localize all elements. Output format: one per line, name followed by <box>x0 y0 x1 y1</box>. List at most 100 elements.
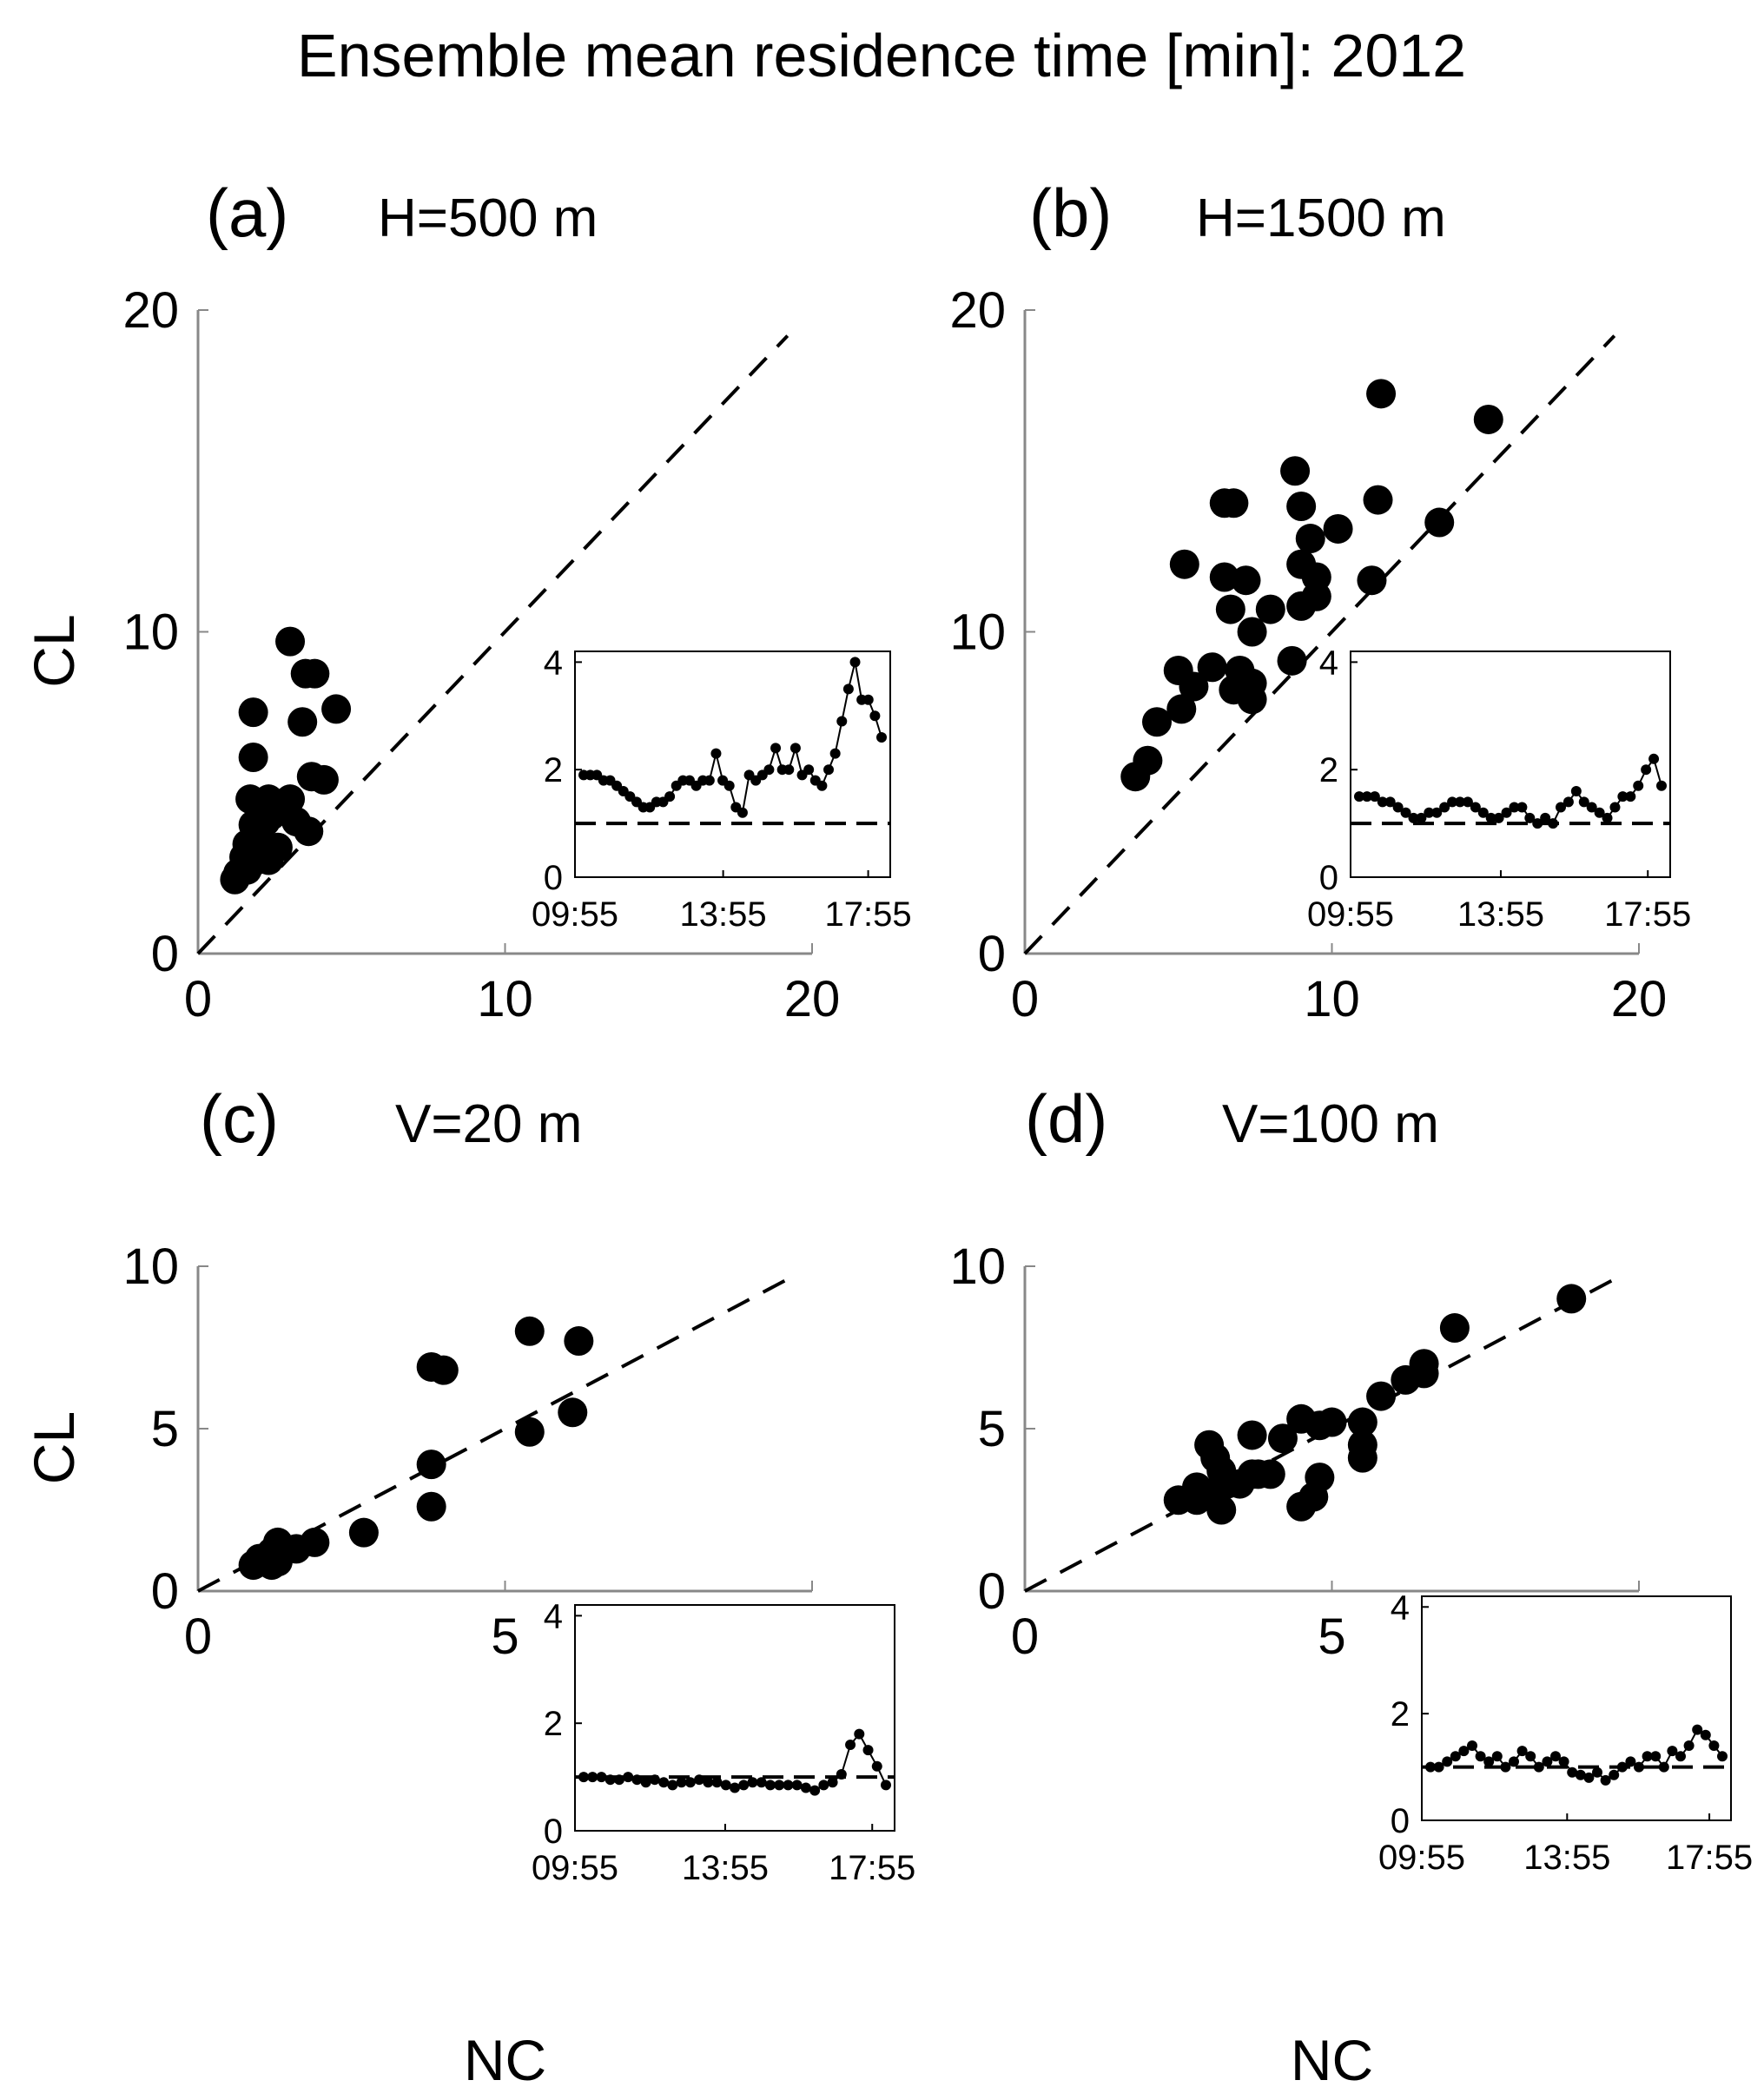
inset-data-point <box>803 764 815 776</box>
inset-x-tick-label: 17:55 <box>829 1849 915 1887</box>
data-point <box>1286 492 1317 522</box>
inset-data-point <box>1562 796 1574 808</box>
data-point <box>294 816 324 847</box>
inset-data-point <box>1575 1769 1586 1780</box>
inset-y-tick-label: 4 <box>544 1597 563 1635</box>
panel-label: (d) <box>1025 1080 1107 1157</box>
inset-data-point <box>738 1780 750 1791</box>
inset-chart: 0 2 4 09:55 13:55 17:55 <box>532 1597 915 1887</box>
inset-data-point <box>1570 785 1582 796</box>
inset-x-tick-label: 13:55 <box>1457 895 1544 934</box>
inset-chart: 0 2 4 09:55 13:55 17:55 <box>532 644 912 934</box>
inset-x-tick-label: 13:55 <box>682 1849 769 1887</box>
data-point <box>321 694 352 724</box>
panel-title: V=20 m <box>395 1094 582 1154</box>
inset-data-point <box>1648 753 1660 764</box>
inset-data-point <box>1592 1767 1602 1778</box>
inset-data-point <box>1524 812 1536 823</box>
inset-data-point <box>1542 1756 1553 1767</box>
inset-y-tick-label: 2 <box>544 1705 563 1743</box>
data-point <box>1347 1407 1378 1437</box>
inset-data-point <box>1462 796 1473 808</box>
inset-chart: 0 2 4 09:55 13:55 17:55 <box>1307 644 1691 934</box>
data-point <box>1225 1469 1255 1499</box>
inset-data-point <box>1400 807 1411 818</box>
inset-data-point <box>756 1777 767 1788</box>
panel-label: (c) <box>200 1080 279 1157</box>
inset-data-point <box>1384 796 1396 808</box>
inset-data-point <box>1586 802 1597 813</box>
data-point <box>1179 671 1209 702</box>
panel-label: (b) <box>1029 175 1112 251</box>
data-point <box>1169 549 1199 579</box>
inset-data-point <box>845 1739 856 1750</box>
inset-data-point <box>764 1780 776 1791</box>
data-point <box>1215 594 1245 624</box>
inset-x-tick-label: 17:55 <box>825 895 912 934</box>
inset-data-point <box>1354 791 1364 802</box>
data-point <box>1267 1423 1298 1454</box>
x-tick-label: 10 <box>1304 971 1360 1027</box>
inset-data-point <box>881 1780 891 1791</box>
inset-chart: 0 2 4 09:55 13:55 17:55 <box>1378 1588 1753 1877</box>
inset-data-point <box>1602 812 1613 823</box>
inset-data-point <box>1408 812 1419 823</box>
data-point <box>1120 762 1151 792</box>
inset-data-point <box>1650 1751 1662 1762</box>
data-point <box>1255 594 1285 624</box>
inset-data-point <box>1470 802 1481 813</box>
inset-data-point <box>631 1774 643 1786</box>
inset-data-point <box>763 764 775 776</box>
inset-data-point <box>876 732 887 743</box>
inset-data-point <box>1609 1769 1620 1780</box>
data-point <box>1363 485 1393 515</box>
inset-data-point <box>1708 1740 1720 1751</box>
panel-title: V=100 m <box>1222 1094 1439 1154</box>
inset-data-point <box>1447 796 1458 808</box>
inset-data-point <box>710 748 722 759</box>
inset-data-point <box>664 791 676 802</box>
y-tick-label: 5 <box>978 1401 1006 1457</box>
inset-data-point <box>720 1780 731 1791</box>
identity-line <box>197 1278 789 1593</box>
inset-data-point <box>747 1777 758 1788</box>
inset-data-point <box>704 775 715 786</box>
inset-data-point <box>676 1777 687 1788</box>
inset-data-point <box>1550 1751 1561 1762</box>
y-tick-label: 20 <box>949 282 1006 339</box>
y-tick-label: 10 <box>949 604 1006 661</box>
inset-data-point <box>1425 1761 1436 1773</box>
inset-data-point <box>1540 812 1551 823</box>
inset-data-point <box>1609 802 1621 813</box>
inset-data-point <box>871 1760 882 1772</box>
panel-title: H=500 m <box>378 188 598 248</box>
inset-data-point <box>1532 818 1543 829</box>
inset-data-point <box>723 780 735 791</box>
inset-data-point <box>774 1780 785 1791</box>
inset-x-tick-label: 13:55 <box>1523 1839 1610 1877</box>
inset-data-point <box>587 1772 598 1783</box>
x-axis-label: NC <box>464 2028 546 2092</box>
data-point <box>1439 1313 1470 1344</box>
x-tick-label: 0 <box>184 971 212 1027</box>
data-point <box>1142 707 1173 737</box>
panel-1: (b) H=1500 m 0 10 20 0 10 20 0 2 4 09:55 13:55 17:55 <box>949 175 1691 1027</box>
inset-data-point <box>1491 1751 1503 1762</box>
inset-data-point <box>1675 1751 1686 1762</box>
inset-data-point <box>1483 1756 1495 1767</box>
inset-data-point <box>667 1780 678 1791</box>
inset-data-point <box>1525 1751 1536 1762</box>
inset-data-point <box>1700 1729 1711 1740</box>
inset-frame <box>574 1604 895 1832</box>
inset-data-point <box>836 1769 847 1780</box>
data-point <box>238 742 268 772</box>
inset-data-point <box>1392 802 1404 813</box>
panel-label: (a) <box>206 175 288 251</box>
inset-x-tick-label: 17:55 <box>1666 1839 1753 1877</box>
inset-x-tick-label: 09:55 <box>532 895 618 934</box>
data-point <box>1424 507 1455 538</box>
inset-data-point <box>658 1777 670 1788</box>
inset-data-point <box>578 1772 589 1783</box>
